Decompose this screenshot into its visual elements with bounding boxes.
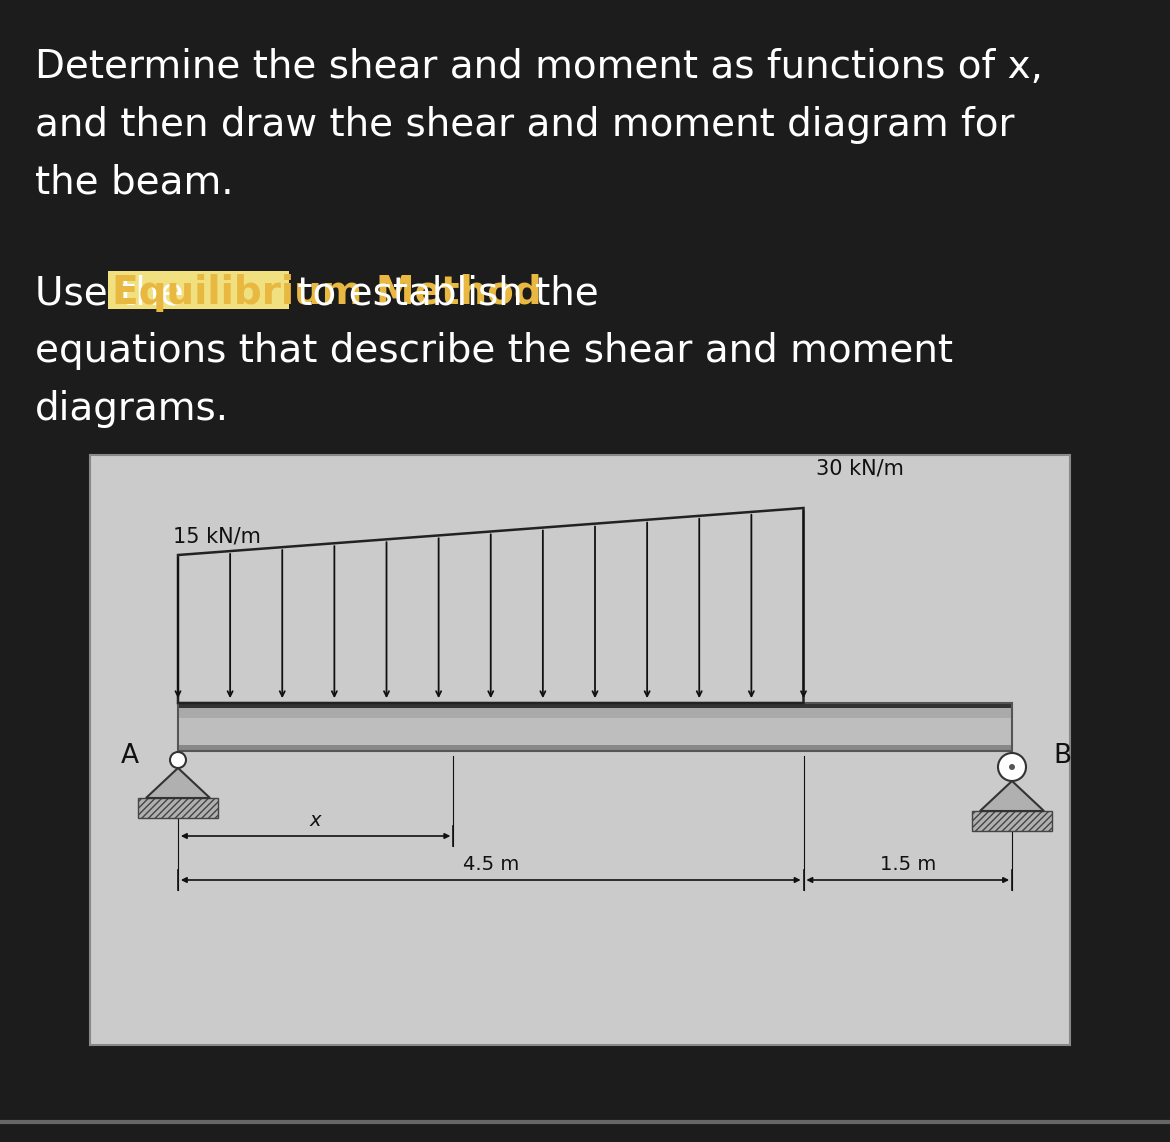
Text: 15 kN/m: 15 kN/m	[173, 526, 261, 547]
Bar	[108, 271, 289, 309]
Text: diagrams.: diagrams.	[35, 391, 229, 428]
Bar	[178, 703, 1012, 708]
Text: equations that describe the shear and moment: equations that describe the shear and mo…	[35, 332, 954, 370]
Text: the beam.: the beam.	[35, 164, 234, 202]
Bar	[178, 708, 1012, 718]
Circle shape	[1009, 764, 1016, 770]
Bar	[178, 745, 1012, 751]
Circle shape	[998, 753, 1026, 781]
Text: B: B	[1053, 743, 1071, 769]
Polygon shape	[146, 769, 209, 798]
Text: x: x	[310, 811, 322, 830]
Text: Use the: Use the	[35, 274, 197, 312]
Circle shape	[170, 751, 186, 769]
Text: 30 kN/m: 30 kN/m	[815, 458, 903, 478]
Text: A: A	[121, 743, 139, 769]
Bar	[972, 811, 1052, 831]
Bar	[138, 798, 218, 818]
Text: Equilibrium Method: Equilibrium Method	[112, 274, 542, 312]
Bar	[178, 703, 1012, 751]
Polygon shape	[980, 781, 1044, 811]
Text: to establish the: to establish the	[284, 274, 599, 312]
Bar	[178, 703, 1012, 751]
Text: and then draw the shear and moment diagram for: and then draw the shear and moment diagr…	[35, 106, 1014, 144]
Text: 1.5 m: 1.5 m	[880, 855, 936, 874]
Text: 4.5 m: 4.5 m	[462, 855, 518, 874]
Text: Determine the shear and moment as functions of x,: Determine the shear and moment as functi…	[35, 48, 1042, 86]
Bar	[90, 455, 1071, 1045]
